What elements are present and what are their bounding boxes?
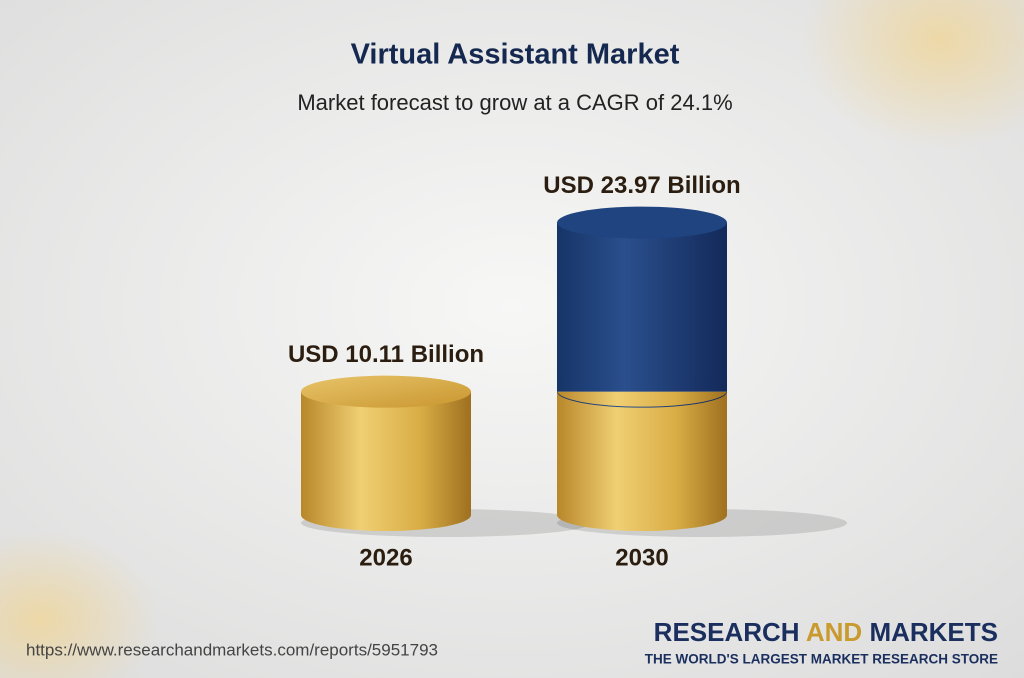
chart-title: Virtual Assistant Market xyxy=(351,39,680,71)
brand-tagline: THE WORLD'S LARGEST MARKET RESEARCH STOR… xyxy=(645,652,998,667)
brand-word: AND xyxy=(806,617,862,647)
growth-segment xyxy=(557,222,727,392)
cylinder-body xyxy=(301,391,471,515)
cylinder-top xyxy=(301,375,471,408)
x-tick-label: 2026 xyxy=(359,544,412,571)
value-label: USD 23.97 Billion xyxy=(543,172,740,199)
brand-word: RESEARCH xyxy=(654,617,800,647)
cylinder-bottom xyxy=(301,499,471,531)
cylinder-bottom xyxy=(557,499,727,531)
plot-area: USD 10.11 Billion 2026 USD 23.97 Billion 20… xyxy=(288,172,847,571)
brand-word: MARKETS xyxy=(869,617,998,647)
cylinder-body xyxy=(557,391,727,515)
light-glow xyxy=(800,0,1024,150)
source-url: https://www.researchandmarkets.com/repor… xyxy=(26,640,438,659)
x-tick-label: 2030 xyxy=(615,544,668,571)
cylinder xyxy=(557,206,727,531)
chart-subtitle: Market forecast to grow at a CAGR of 24.… xyxy=(297,90,732,115)
cylinder xyxy=(301,375,471,531)
light-glow xyxy=(0,530,160,678)
brand: RESEARCH AND MARKETS xyxy=(654,617,998,647)
cylinder-top xyxy=(557,206,727,239)
value-label: USD 10.11 Billion xyxy=(288,341,484,368)
